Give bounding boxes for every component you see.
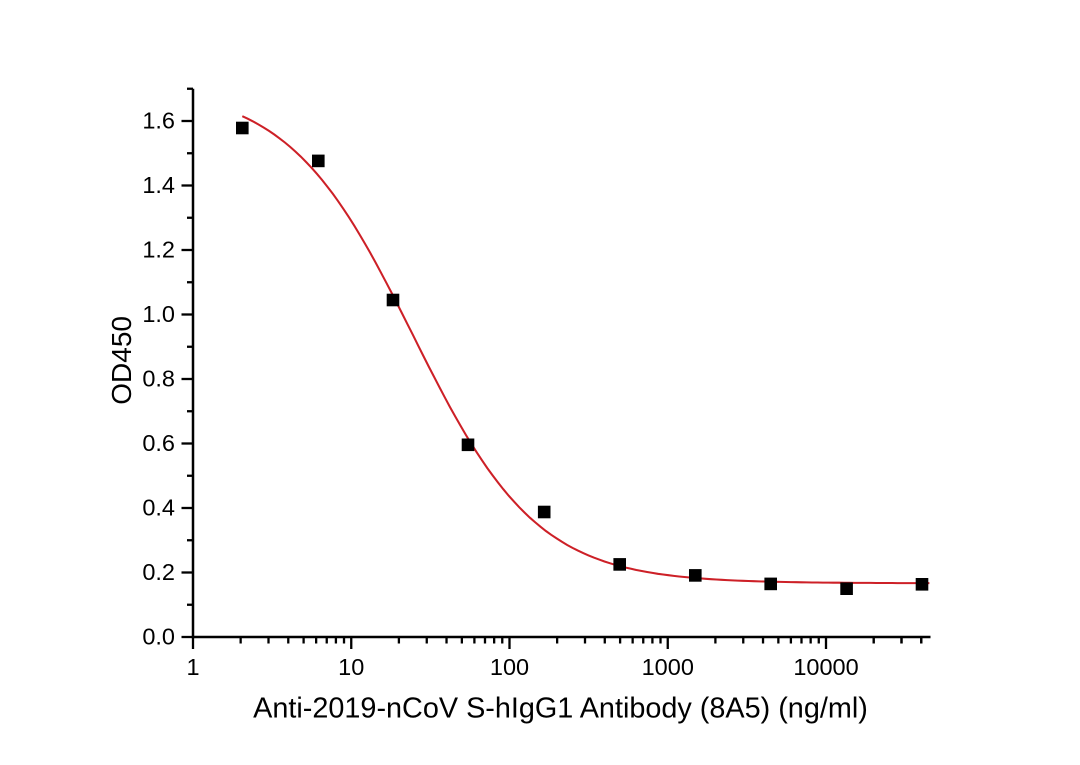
svg-text:1.6: 1.6 [142, 107, 175, 133]
svg-text:0.2: 0.2 [142, 559, 175, 585]
svg-text:1.4: 1.4 [142, 172, 175, 198]
svg-text:1: 1 [186, 654, 199, 680]
svg-text:0.0: 0.0 [142, 623, 175, 649]
svg-text:10000: 10000 [793, 654, 858, 680]
svg-text:0.4: 0.4 [142, 494, 175, 520]
svg-text:0.8: 0.8 [142, 365, 175, 391]
svg-text:1.0: 1.0 [142, 301, 175, 327]
svg-text:Anti-2019-nCoV S-hIgG1 Antibod: Anti-2019-nCoV S-hIgG1 Antibody (8A5) (n… [253, 693, 868, 725]
svg-text:1.2: 1.2 [142, 236, 175, 262]
svg-text:10: 10 [338, 654, 364, 680]
svg-text:OD450: OD450 [106, 316, 137, 405]
svg-text:100: 100 [490, 654, 529, 680]
svg-text:0.6: 0.6 [142, 430, 175, 456]
svg-text:1000: 1000 [642, 654, 694, 680]
